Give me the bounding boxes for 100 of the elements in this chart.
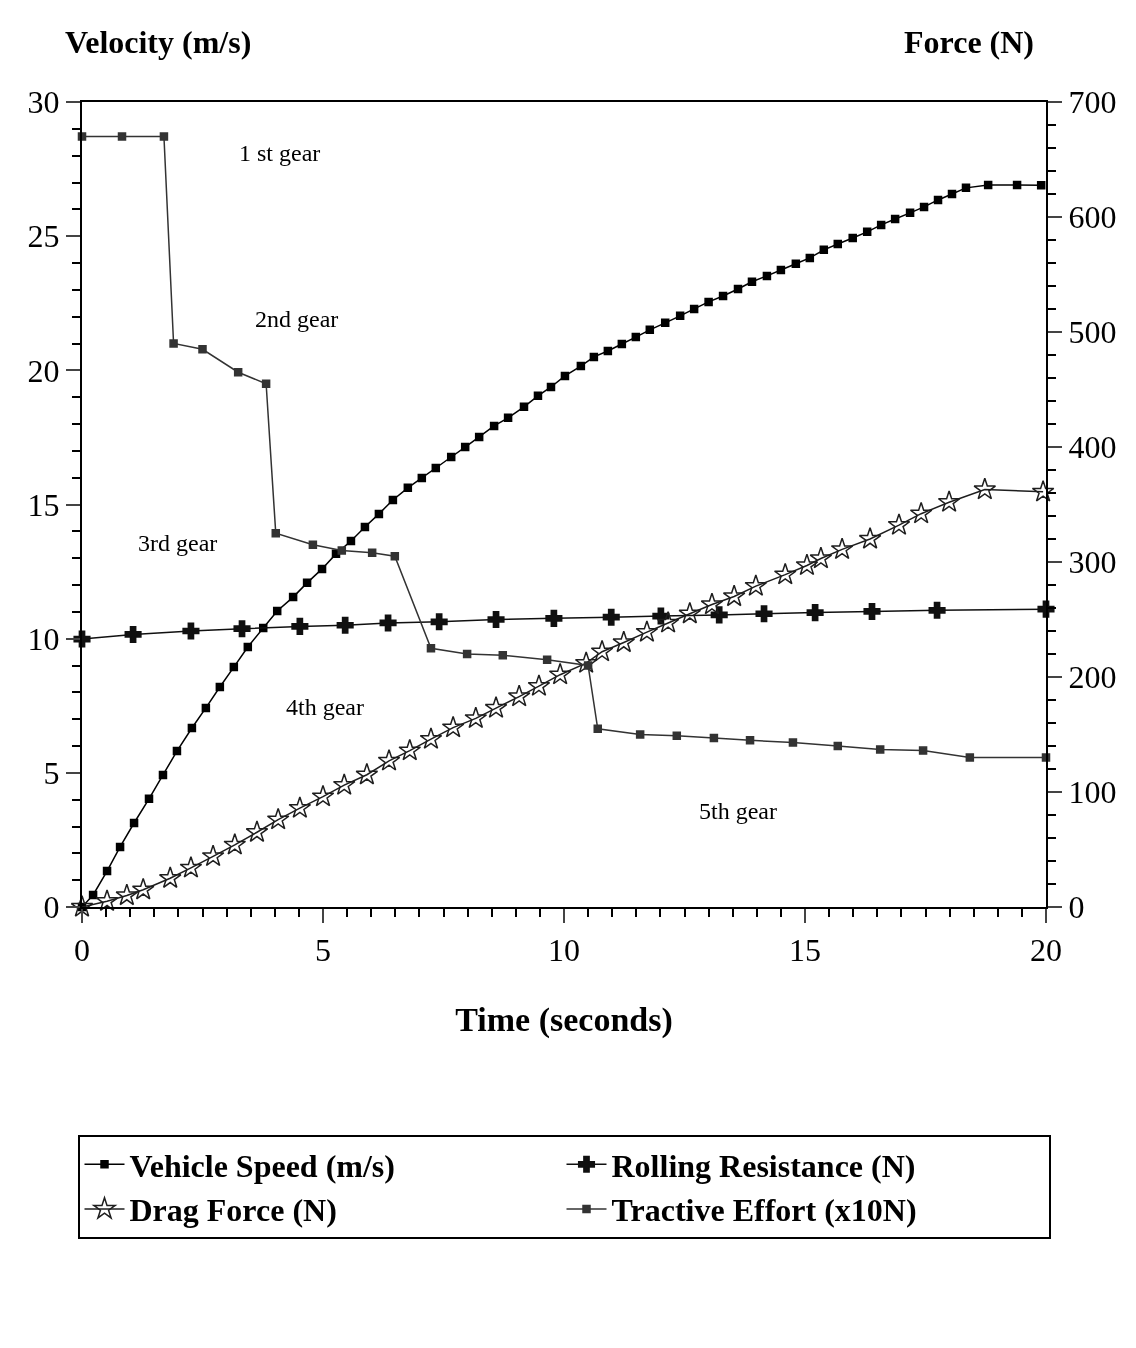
y-tick-label: 0	[43, 889, 60, 926]
point	[593, 724, 602, 733]
point	[198, 345, 207, 354]
point	[656, 611, 680, 633]
point	[875, 745, 885, 754]
point	[367, 548, 377, 558]
y2-tick-label: 0	[1068, 889, 1085, 926]
annotation: 4th gear	[286, 694, 364, 720]
point	[131, 877, 155, 900]
point	[336, 616, 354, 634]
point	[918, 746, 928, 755]
annotation: 3rd gear	[138, 530, 218, 556]
point	[602, 608, 620, 626]
point	[70, 895, 94, 917]
x-tick-label: 10	[548, 932, 580, 969]
point	[542, 655, 552, 664]
point	[377, 749, 401, 771]
point	[233, 620, 251, 638]
point	[806, 604, 824, 622]
point	[95, 889, 119, 912]
point	[700, 592, 724, 615]
point	[635, 730, 645, 739]
point	[548, 662, 572, 685]
y2-tick-label: 600	[1068, 199, 1117, 236]
point	[441, 715, 465, 738]
point	[858, 527, 882, 549]
annotation: 5th gear	[699, 798, 777, 824]
point	[973, 477, 997, 500]
x-axis-title: Time (seconds)	[455, 1001, 673, 1040]
x-tick-label: 15	[789, 932, 821, 969]
point	[773, 562, 797, 585]
point	[419, 727, 443, 749]
point	[179, 855, 203, 878]
point	[124, 625, 142, 643]
point	[809, 546, 833, 569]
point	[390, 552, 400, 561]
point	[928, 601, 946, 619]
point	[117, 132, 127, 141]
y2-tick-label: 500	[1068, 314, 1117, 351]
point	[464, 706, 488, 729]
y2-tick-label: 100	[1068, 774, 1117, 811]
point	[271, 529, 281, 538]
point	[672, 731, 682, 740]
point	[937, 490, 961, 513]
y2-axis-title: Force (N)	[904, 24, 1034, 60]
point	[379, 614, 397, 632]
point	[462, 649, 472, 659]
point	[574, 651, 598, 674]
y-tick-label: 5	[43, 755, 60, 792]
point	[709, 733, 719, 743]
legend-label: Rolling Resistance (N)	[611, 1147, 916, 1184]
legend-label: Drag Force (N)	[129, 1192, 337, 1229]
point	[887, 513, 911, 536]
legend-label: Tractive Effort (x10N)	[611, 1192, 917, 1229]
point	[201, 844, 225, 867]
point	[795, 553, 819, 576]
point	[710, 606, 728, 624]
point	[169, 339, 178, 348]
y-tick-label: 15	[27, 486, 60, 523]
x-tick-label: 5	[315, 932, 331, 969]
y-axis-title: Velocity (m/s)	[65, 24, 252, 60]
point	[426, 644, 436, 653]
point	[182, 622, 200, 640]
point	[678, 601, 702, 624]
point	[788, 738, 798, 747]
point	[965, 753, 975, 762]
point	[308, 540, 318, 549]
point	[1031, 479, 1055, 502]
y-tick-label: 30	[27, 84, 60, 121]
y-tick-label: 25	[27, 218, 60, 255]
point	[635, 620, 659, 642]
point	[291, 617, 309, 635]
point	[755, 605, 773, 623]
point	[159, 132, 169, 141]
point	[266, 807, 290, 830]
point	[833, 741, 843, 751]
point	[612, 630, 636, 653]
point	[158, 866, 182, 889]
y2-tick-label: 200	[1068, 659, 1117, 696]
point	[288, 796, 312, 818]
point	[355, 762, 379, 785]
point	[507, 684, 531, 707]
point	[527, 674, 551, 697]
legend-label: Vehicle Speed (m/s)	[129, 1147, 395, 1184]
y2-tick-label: 300	[1068, 544, 1117, 581]
point	[245, 820, 269, 843]
point	[484, 696, 508, 718]
point	[233, 368, 243, 377]
point	[430, 613, 448, 631]
point	[744, 574, 768, 596]
point	[722, 584, 746, 607]
point	[337, 546, 347, 555]
y-tick-label: 20	[27, 352, 60, 389]
point	[487, 610, 505, 629]
x-tick-label: 0	[74, 932, 90, 969]
point	[830, 537, 854, 560]
point	[498, 650, 508, 660]
point	[261, 379, 271, 388]
point	[863, 602, 881, 620]
y-tick-label: 10	[27, 620, 60, 657]
